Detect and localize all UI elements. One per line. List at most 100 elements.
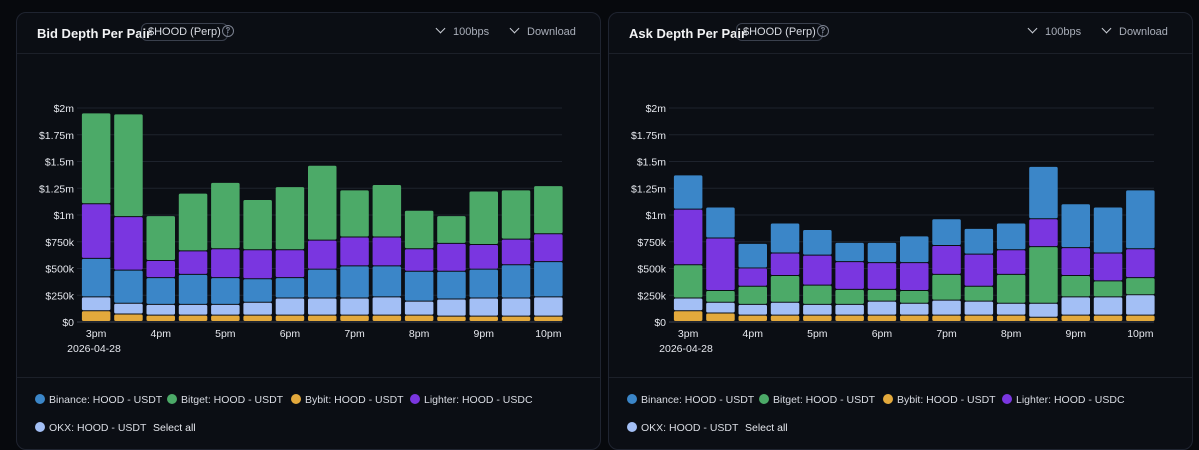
y-tick-label: $1.25m bbox=[631, 183, 666, 195]
bar-segment bbox=[372, 297, 402, 315]
bar-segment bbox=[501, 239, 531, 265]
bar-segment bbox=[996, 274, 1026, 303]
bar-segment bbox=[803, 315, 832, 321]
bar-segment bbox=[81, 113, 111, 204]
legend-item-bitget[interactable]: Bitget: HOOD - USDT bbox=[167, 394, 283, 406]
bar-segment bbox=[835, 242, 864, 262]
legend-item-binance[interactable]: Binance: HOOD - USDT bbox=[35, 394, 162, 406]
chevron-down-icon bbox=[1027, 23, 1038, 34]
legend-item-bitget[interactable]: Bitget: HOOD - USDT bbox=[759, 394, 875, 406]
bar-segment bbox=[867, 315, 897, 321]
legend-item-lighter[interactable]: Lighter: HOOD - USDC bbox=[1002, 394, 1125, 406]
bar-segment bbox=[932, 315, 961, 321]
bar-segment bbox=[738, 304, 767, 315]
chart-legend: Binance: HOOD - USDT Bitget: HOOD - USDT… bbox=[609, 377, 1192, 450]
bar-segment bbox=[340, 266, 369, 298]
bar-segment bbox=[803, 285, 832, 304]
bar-segment bbox=[1126, 249, 1155, 278]
chevron-down-icon bbox=[435, 23, 446, 34]
legend-swatch bbox=[1002, 394, 1012, 404]
bar-segment bbox=[146, 315, 175, 321]
bar-segment bbox=[673, 175, 703, 209]
bar-segment bbox=[803, 255, 832, 285]
bps-dropdown[interactable]: 100bps bbox=[435, 23, 489, 38]
legend-item-lighter[interactable]: Lighter: HOOD - USDC bbox=[410, 394, 533, 406]
bar-segment bbox=[534, 316, 563, 321]
bar-segment bbox=[243, 315, 272, 321]
x-tick-label: 8pm bbox=[409, 328, 430, 340]
bar-segment bbox=[1061, 275, 1090, 297]
download-button[interactable]: Download bbox=[1101, 23, 1168, 38]
ask-depth-panel: Ask Depth Per Pair $HOOD (Perp) ? 100bps… bbox=[608, 12, 1193, 450]
bar-segment bbox=[996, 303, 1026, 315]
legend-swatch bbox=[759, 394, 769, 404]
bar-segment bbox=[404, 271, 434, 301]
help-icon[interactable]: ? bbox=[222, 25, 234, 37]
legend-item-okx[interactable]: OKX: HOOD - USDT bbox=[35, 422, 146, 434]
select-all-button[interactable]: Select all bbox=[153, 422, 196, 434]
bar-segment bbox=[243, 279, 272, 302]
help-icon[interactable]: ? bbox=[817, 25, 829, 37]
bar-segment bbox=[770, 223, 800, 253]
bps-dropdown[interactable]: 100bps bbox=[1027, 23, 1081, 38]
bar-segment bbox=[932, 274, 961, 300]
select-all-button[interactable]: Select all bbox=[745, 422, 788, 434]
bar-segment bbox=[211, 249, 240, 278]
bar-segment bbox=[835, 262, 864, 289]
bar-segment bbox=[1126, 315, 1155, 321]
legend-swatch bbox=[410, 394, 420, 404]
bar-segment bbox=[275, 315, 305, 321]
bar-segment bbox=[964, 315, 994, 321]
bar-segment bbox=[1126, 190, 1155, 249]
bar-segment bbox=[340, 315, 369, 321]
bar-segment bbox=[706, 302, 735, 313]
bar-segment bbox=[1029, 317, 1058, 321]
download-button[interactable]: Download bbox=[509, 23, 576, 38]
legend-item-bybit[interactable]: Bybit: HOOD - USDT bbox=[883, 394, 996, 406]
bar-segment bbox=[275, 278, 305, 298]
bar-segment bbox=[404, 249, 434, 271]
bar-segment bbox=[673, 311, 703, 321]
y-tick-label: $1.5m bbox=[45, 157, 74, 169]
bar-segment bbox=[835, 304, 864, 315]
bar-segment bbox=[996, 250, 1026, 274]
bar-segment bbox=[372, 185, 402, 237]
legend-item-okx[interactable]: OKX: HOOD - USDT bbox=[627, 422, 738, 434]
chevron-down-icon bbox=[1101, 23, 1112, 34]
bar-segment bbox=[146, 216, 175, 261]
bar-segment bbox=[835, 289, 864, 304]
bar-segment bbox=[372, 266, 402, 297]
bar-segment bbox=[81, 258, 111, 297]
ticker-tag[interactable]: $HOOD (Perp) bbox=[736, 23, 823, 41]
bar-segment bbox=[932, 300, 961, 315]
bar-segment bbox=[178, 193, 208, 251]
bar-segment bbox=[437, 243, 466, 271]
bar-segment bbox=[243, 250, 272, 279]
bar-segment bbox=[372, 315, 402, 321]
x-date-label: 2026-04-28 bbox=[659, 343, 713, 355]
x-tick-label: 4pm bbox=[151, 328, 172, 340]
y-tick-label: $0 bbox=[654, 317, 666, 329]
x-tick-label: 5pm bbox=[215, 328, 236, 340]
ticker-tag[interactable]: $HOOD (Perp) bbox=[141, 23, 228, 41]
bar-segment bbox=[340, 237, 369, 266]
bar-segment bbox=[673, 265, 703, 298]
bar-segment bbox=[146, 304, 175, 315]
y-tick-label: $500k bbox=[637, 264, 666, 276]
legend-item-bybit[interactable]: Bybit: HOOD - USDT bbox=[291, 394, 404, 406]
x-tick-label: 3pm bbox=[678, 328, 699, 340]
bar-segment bbox=[932, 246, 961, 274]
x-tick-label: 3pm bbox=[86, 328, 107, 340]
bar-segment bbox=[964, 254, 994, 286]
bar-segment bbox=[867, 301, 897, 315]
legend-label: Bybit: HOOD - USDT bbox=[305, 394, 404, 406]
bar-segment bbox=[469, 191, 498, 244]
bar-segment bbox=[770, 315, 800, 321]
x-tick-label: 6pm bbox=[872, 328, 893, 340]
legend-item-binance[interactable]: Binance: HOOD - USDT bbox=[627, 394, 754, 406]
bar-segment bbox=[81, 204, 111, 258]
y-tick-label: $2m bbox=[646, 103, 667, 115]
bar-segment bbox=[770, 302, 800, 315]
bar-segment bbox=[469, 269, 498, 298]
bar-segment bbox=[738, 286, 767, 304]
